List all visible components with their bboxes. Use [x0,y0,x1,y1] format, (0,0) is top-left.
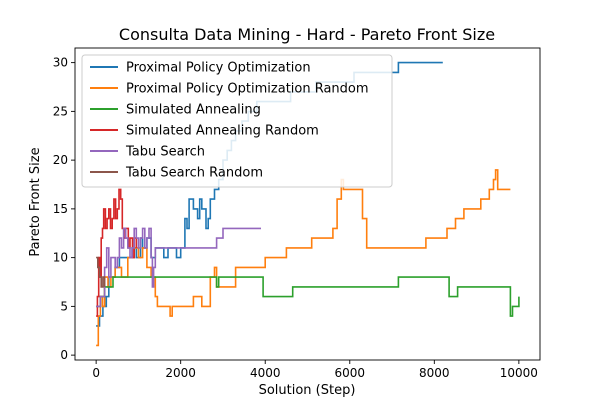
x-tick-label: 4000 [250,366,281,380]
x-axis-label: Solution (Step) [259,383,356,398]
y-tick-label: 0 [60,348,68,362]
legend-entry: Simulated Annealing [126,103,261,118]
legend-entry: Simulated Annealing Random [126,124,319,139]
legend-entry: Tabu Search Random [125,166,263,181]
legend: Proximal Policy Optimization Proximal Pol… [81,54,393,188]
x-tick-label: 6000 [334,366,365,380]
plot-area-frame [74,47,541,361]
chart-title: Consulta Data Mining - Hard - Pareto Fro… [119,25,495,44]
y-axis-ticks: 0 5 10 15 20 25 30 [53,56,75,362]
x-tick-label: 10000 [500,366,538,380]
y-tick-label: 10 [53,251,68,265]
x-tick-label: 2000 [165,366,196,380]
y-axis-label: Pareto Front Size [28,147,43,256]
series-line-5 [96,256,106,288]
x-tick-label: 8000 [419,366,450,380]
legend-entry: Proximal Policy Optimization Random [126,82,369,97]
legend-entry: Proximal Policy Optimization [126,61,311,76]
legend-box [81,54,393,188]
y-tick-label: 20 [53,153,68,167]
legend-entry: Tabu Search [125,145,205,160]
series-line-1 [96,169,511,347]
y-tick-label: 30 [53,56,68,70]
series-line-4 [96,227,261,308]
y-tick-label: 15 [53,202,68,216]
x-axis-ticks: 0 2000 4000 6000 8000 10000 [92,360,538,380]
y-tick-label: 25 [53,104,68,118]
y-tick-label: 5 [60,299,68,313]
x-tick-label: 0 [92,366,100,380]
series-line-2 [96,276,520,317]
